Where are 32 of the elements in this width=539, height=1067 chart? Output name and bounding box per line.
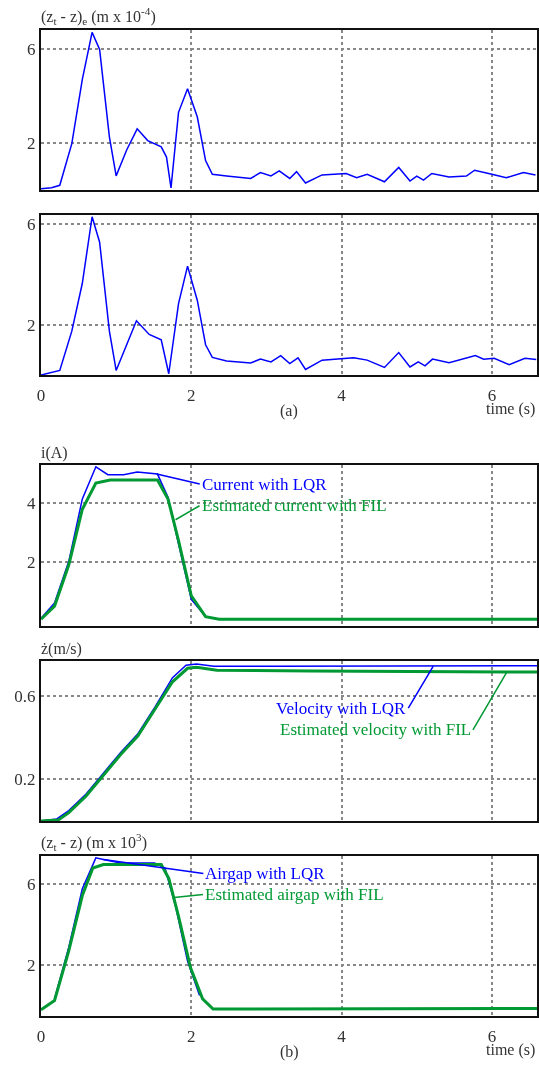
y-tick-label: 0.6 — [14, 687, 36, 707]
y-tick-label: 6 — [27, 214, 36, 234]
x-tick-label: 0 — [36, 386, 46, 406]
line-series — [41, 216, 537, 375]
x-tick-label: 2 — [187, 1027, 196, 1047]
x-tick-label: 4 — [337, 386, 347, 406]
y-axis-title: i(A) — [41, 444, 68, 462]
annotation: Estimated velocity with FIL — [280, 720, 472, 739]
x-tick-label: 4 — [337, 1027, 347, 1047]
y-axis-title: (z$_{t}$ - z)$_{e}$ (m x 10$^{-4}$) — [41, 5, 156, 28]
annotation: Airgap with LQR — [205, 864, 326, 883]
line-series — [41, 31, 537, 190]
y-tick-label: 2 — [27, 133, 36, 153]
line-series — [41, 478, 537, 621]
annotation: Current with LQR — [202, 475, 328, 494]
y-axis-title: (z$_{t}$ - z) (m x 10$^{3}$) — [41, 831, 147, 854]
y-tick-label: 2 — [27, 956, 36, 976]
y-tick-label: 6 — [27, 874, 36, 894]
x-tick-label: 2 — [187, 386, 196, 406]
annotation: Estimated current with FIL — [202, 496, 387, 515]
text: (b) — [280, 1043, 299, 1061]
y-tick-label: 4 — [27, 494, 37, 514]
annotation: Velocity with LQR — [276, 699, 407, 718]
y-tick-label: 0.2 — [14, 770, 36, 790]
y-tick-label: 6 — [27, 39, 36, 59]
y-tick-label: 2 — [27, 552, 36, 572]
y-tick-label: 2 — [27, 315, 36, 335]
x-tick-label: 0 — [36, 1027, 46, 1047]
text: (a) — [280, 402, 298, 420]
line-series — [41, 863, 537, 1012]
y-axis-title: ż(m/s) — [41, 640, 82, 658]
annotation: Estimated airgap with FIL — [205, 885, 384, 904]
